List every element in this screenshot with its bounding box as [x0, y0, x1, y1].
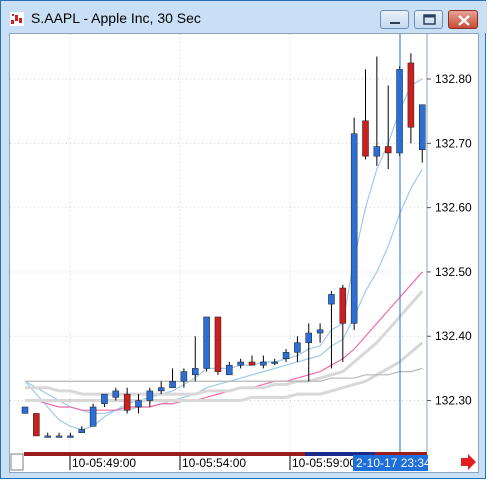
close-button[interactable] — [448, 10, 478, 29]
price-axis: 132.80 132.70 132.60 132.50 132.40 132.30 — [427, 72, 472, 408]
candle-body — [180, 371, 188, 382]
candle-body — [78, 429, 85, 433]
candle-body — [271, 361, 278, 364]
chart-client-area: 132.80 132.70 132.60 132.50 132.40 132.30 10-… — [9, 33, 479, 473]
time-scroll-handle[interactable] — [10, 453, 24, 471]
time-scroll-thumb[interactable] — [305, 452, 375, 456]
y-tick-label: 132.60 — [435, 201, 472, 215]
candle-body — [112, 390, 120, 398]
candle-body — [407, 62, 415, 128]
y-tick-label: 132.80 — [435, 72, 472, 86]
chart-svg[interactable]: 132.80 132.70 132.60 132.50 132.40 132.30 10-… — [10, 34, 478, 472]
candle-body — [237, 361, 244, 366]
candle-body — [157, 387, 165, 392]
y-tick-label: 132.50 — [435, 265, 472, 279]
candle-body — [373, 146, 381, 157]
candle-body — [89, 406, 97, 427]
candle-body — [248, 361, 256, 366]
time-axis: 10-05:49:00 10-05:54:00 10-05:59:00 2-10-1… — [10, 452, 478, 472]
candle-body — [316, 329, 324, 334]
close-icon — [458, 15, 470, 26]
candle-body — [226, 364, 233, 376]
candle-body — [146, 390, 154, 401]
y-tick-label: 132.30 — [435, 394, 472, 408]
x-tick-label: 10-05:59:00 — [292, 456, 356, 470]
maximize-button[interactable] — [414, 10, 443, 29]
title-bar[interactable]: S.AAPL - Apple Inc, 30 Sec — [1, 1, 487, 33]
candle-body — [192, 368, 199, 376]
candle-body — [350, 133, 358, 324]
candle-body — [67, 435, 74, 438]
candle-body — [294, 342, 301, 353]
candle-body — [33, 413, 40, 437]
candle-body — [21, 406, 29, 414]
y-tick-label: 132.40 — [435, 329, 472, 343]
minimize-button[interactable] — [380, 10, 409, 29]
maximize-icon — [423, 14, 436, 25]
y-tick-label: 132.70 — [435, 136, 472, 150]
cursor-time-label: 2-10-17 23:34:00 — [356, 456, 448, 470]
candle-body — [419, 104, 426, 151]
x-tick-label: 10-05:49:00 — [72, 456, 136, 470]
candle-body — [101, 393, 108, 405]
candle-body — [203, 316, 210, 369]
candle-body — [214, 316, 222, 372]
candle-body — [260, 361, 267, 366]
candle-body — [339, 287, 347, 324]
moving-average-line — [25, 367, 423, 382]
minimize-icon — [390, 22, 400, 24]
candle-body — [135, 400, 142, 408]
candle-body — [169, 381, 176, 388]
candle-body — [384, 146, 392, 154]
x-tick-label: 10-05:54:00 — [182, 456, 246, 470]
candle-body — [282, 352, 290, 360]
candle-body — [55, 435, 63, 438]
chart-app-icon — [10, 12, 24, 26]
price-chart[interactable]: 132.80 132.70 132.60 132.50 132.40 132.30 10-… — [10, 34, 478, 472]
window-title: S.AAPL - Apple Inc, 30 Sec — [31, 10, 201, 26]
cursor-time-label-bg — [353, 455, 428, 471]
candle-body — [123, 393, 131, 411]
candle-body — [305, 332, 312, 343]
candle-body — [44, 435, 51, 438]
candle-body — [328, 294, 335, 305]
scroll-right-arrow-icon[interactable] — [461, 454, 476, 470]
candle-body — [362, 120, 369, 157]
moving-average-line — [25, 341, 424, 403]
moving-average-line — [25, 290, 424, 396]
time-scroll-track[interactable] — [24, 452, 427, 456]
